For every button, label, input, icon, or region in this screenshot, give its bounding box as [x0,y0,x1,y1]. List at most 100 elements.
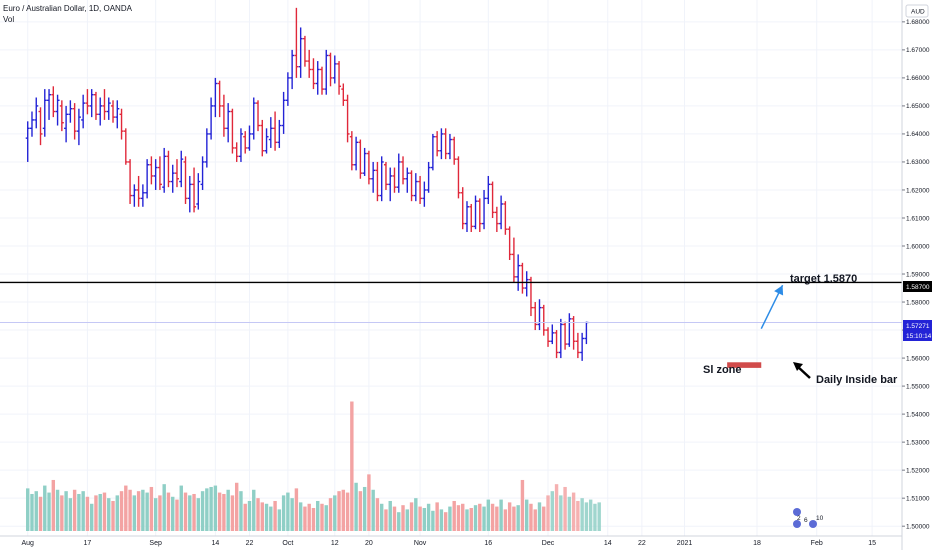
volume-bar [239,491,243,531]
event-marker-icon[interactable] [809,520,817,528]
ohlc-bar [311,58,316,90]
ohlc-bar [59,100,64,132]
volume-bar [132,495,137,531]
currency-badge[interactable]: AUD [905,4,929,18]
inside-bar-pointer-icon [793,362,803,371]
ohlc-bar [55,94,60,126]
volume-bar [55,489,60,531]
ohlc-bar [315,61,320,95]
ohlc-bar [234,142,239,162]
volume-bar [192,493,196,531]
ohlc-bar [34,97,39,129]
ohlc-bar [494,206,499,232]
volume-bar [384,509,388,531]
volume-bar [119,491,124,531]
volume-bar [550,491,554,531]
ohlc-bar [464,201,469,232]
volume-bar [47,492,51,531]
volume-bar [495,506,499,531]
ohlc-bar [128,159,133,204]
volume-bar [426,503,431,531]
volume-bar [392,506,397,531]
volume-bar [307,503,311,531]
ohlc-bar [490,181,495,218]
volume-bar [252,489,256,531]
volume-bar [311,507,316,531]
volume-bar [461,503,465,531]
volume-bar [298,502,303,531]
volume-bar [247,500,252,531]
volume-legend[interactable]: Vol [3,15,15,24]
ohlc-bar [238,128,243,162]
volume-bar [576,500,580,531]
ohlc-bar [281,91,286,134]
volume-bar [141,489,145,531]
volume-bar [81,491,85,531]
volume-bar [303,506,307,531]
event-marker-icon[interactable] [793,508,801,516]
ohlc-bar [580,332,585,361]
time-axis[interactable]: Aug 17 Sep 14 22 Oct 12 20 Nov 16 Dec 14 22 2021 18 Feb… [0,535,902,547]
y-tick-label: 1.67000 [906,47,930,54]
volume-bar [435,502,439,531]
ohlc-bar [511,237,516,283]
sl-zone-box[interactable] [727,362,762,368]
volume-bar [77,493,81,531]
y-tick-label: 1.65000 [906,103,930,110]
volume-bar [529,503,533,531]
ohlc-bar [76,108,81,146]
ohlc-bar [554,330,559,359]
volume-bar [597,502,601,531]
volume-bar [401,505,405,531]
volume-bars [26,401,601,531]
volume-bar [379,503,384,531]
ohlc-bar [294,7,299,78]
volume-bar [546,495,550,531]
price-axis[interactable]: 1.68000 1.67000 1.66000 1.65000 1.64000 1.630… [901,0,930,550]
volume-bar [217,492,222,531]
ohlc-bar [469,203,474,232]
x-tick-label: 22 [638,540,646,547]
ohlc-bar [503,201,508,235]
volume-bar [405,509,409,531]
ohlc-bar [298,27,303,78]
volume-bar [205,488,209,531]
x-tick-label: 17 [84,540,92,547]
ohlc-bar [477,198,482,232]
target-price-tag-text: 1.58700 [906,284,930,291]
current-price-tag-text: 1.57271 [906,323,930,330]
volume-bar [149,486,154,531]
ohlc-bar [179,150,184,188]
volume-bar [490,503,495,531]
x-tick-label: Sep [149,540,162,547]
volume-bar [107,498,111,531]
ohlc-bar [183,156,188,204]
y-tick-label: 1.62000 [906,187,930,194]
ohlc-bar [435,131,440,157]
ohlc-bar [302,35,307,67]
volume-bar [469,507,473,531]
event-marker-icon[interactable] [793,520,801,528]
y-tick-label: 1.68000 [906,19,930,26]
ohlc-bar [319,66,324,95]
ohlc-bar [213,77,218,118]
ohlc-bar [388,167,393,202]
countdown-text: 15:10:14 [906,333,932,340]
volume-bar [222,493,226,531]
ohlc-bar [418,175,423,204]
event-markers[interactable]: 2 6 10 [793,508,824,528]
target-annotation: target 1.5870 [790,273,857,285]
ohlc-bar [362,147,367,176]
ohlc-bar [422,181,427,207]
ohlc-bar [226,103,231,143]
symbol-title[interactable]: Euro / Australian Dollar, 1D, OANDA [3,4,132,13]
ohlc-bar [324,49,329,95]
volume-bar [98,493,102,531]
projection-arrow-head-icon [774,285,784,296]
volume-bar [234,482,239,531]
ohlc-bar [89,89,94,118]
ohlc-bar [460,187,465,230]
volume-bar [64,491,68,531]
volume-bar [26,488,30,531]
